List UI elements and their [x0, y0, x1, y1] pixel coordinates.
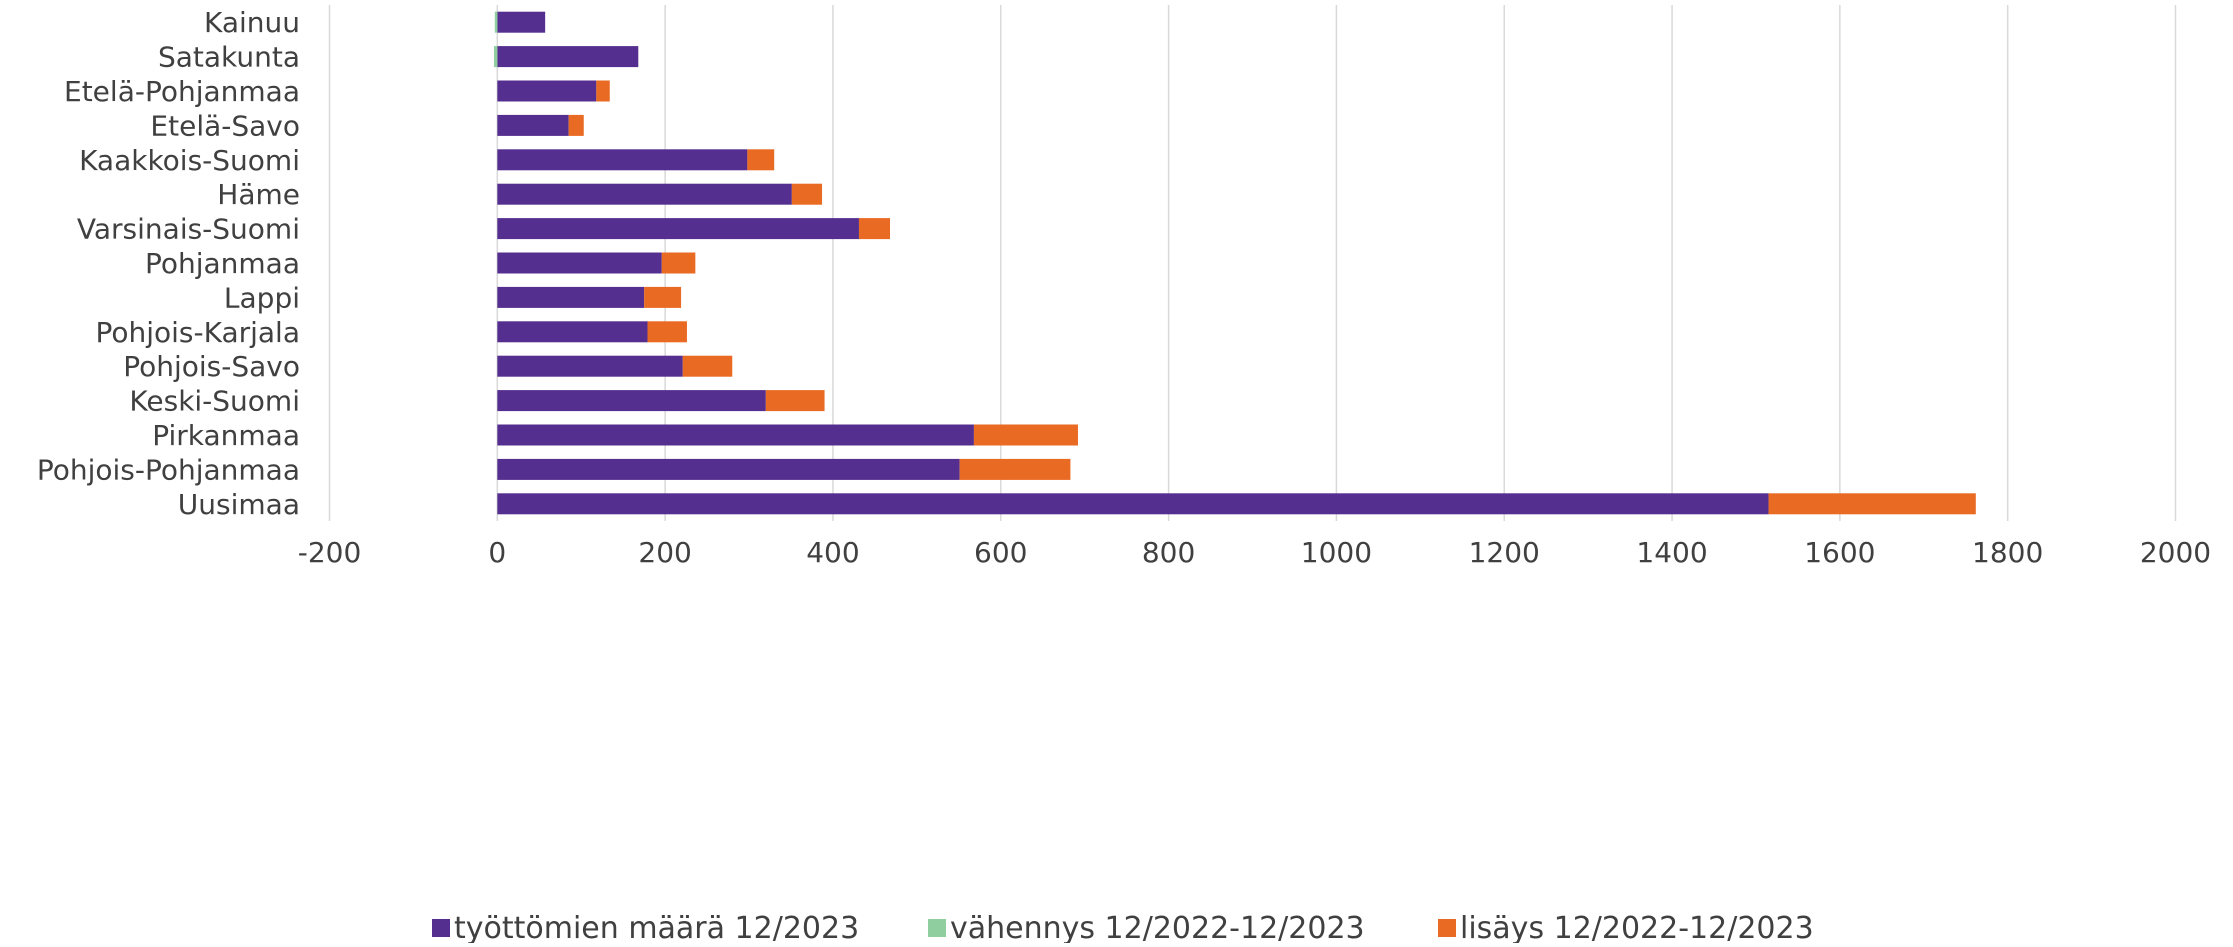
bar-segment — [497, 321, 648, 343]
x-tick-label: 1200 — [1469, 536, 1540, 569]
legend-item: lisäys 12/2022-12/2023 — [1438, 911, 1814, 946]
bar-segment — [497, 493, 1769, 515]
bar-segment — [1768, 493, 1976, 515]
x-tick-label: 0 — [488, 536, 506, 569]
bar-segment — [493, 46, 498, 68]
bar-segment — [497, 80, 597, 102]
x-tick-label: 2000 — [2140, 536, 2211, 569]
category-label: Satakunta — [158, 41, 300, 74]
category-label: Kaakkois-Suomi — [79, 144, 300, 177]
bar-segment — [747, 149, 775, 171]
x-tick-label: 600 — [974, 536, 1027, 569]
legend: työttömien määrä 12/2023 vähennys 12/2022… — [432, 911, 1814, 946]
x-tick-label: 200 — [638, 536, 691, 569]
legend-label: työttömien määrä 12/2023 — [454, 911, 859, 943]
category-label: Häme — [217, 178, 300, 211]
bar-segment — [497, 183, 792, 205]
category-label: Kainuu — [204, 6, 300, 39]
bar-segment — [497, 252, 662, 274]
x-tick-label: 1400 — [1636, 536, 1707, 569]
bar-segment — [497, 458, 960, 480]
bar-segment — [568, 114, 584, 136]
category-labels: KainuuSatakuntaEtelä-PohjanmaaEtelä-Savo… — [37, 6, 300, 521]
category-label: Varsinais-Suomi — [77, 213, 300, 246]
legend-swatch — [928, 919, 946, 937]
legend-swatch — [432, 919, 450, 937]
category-label: Pohjois-Pohjanmaa — [37, 453, 300, 486]
category-label: Etelä-Savo — [150, 109, 300, 142]
category-label: Pohjois-Karjala — [95, 316, 300, 349]
bar-segment — [647, 321, 687, 343]
x-tick-label: 1000 — [1301, 536, 1372, 569]
category-label: Keski-Suomi — [129, 385, 300, 418]
x-tick-label: 800 — [1142, 536, 1195, 569]
legend-label: lisäys 12/2022-12/2023 — [1460, 911, 1814, 943]
category-label: Pohjanmaa — [145, 247, 300, 280]
bar-segment — [497, 46, 639, 68]
x-tick-label: 1800 — [1972, 536, 2043, 569]
bar-segment — [765, 390, 825, 412]
bars — [493, 11, 1976, 515]
bar-segment — [497, 424, 974, 446]
category-label: Pirkanmaa — [152, 419, 300, 452]
x-tick-label: -200 — [298, 536, 362, 569]
legend-item: työttömien määrä 12/2023 — [432, 911, 859, 946]
bar-segment — [682, 355, 733, 377]
bar-segment — [494, 11, 498, 33]
x-tick-label: 1600 — [1804, 536, 1875, 569]
bar-segment — [497, 114, 569, 136]
x-axis-tick-labels: -200 0 200 400 600 800 1000 1200 1400 1600 1800 200… — [298, 536, 2211, 569]
category-label: Etelä-Pohjanmaa — [64, 75, 300, 108]
category-label: Uusimaa — [178, 488, 300, 521]
legend-label: vähennys 12/2022-12/2023 — [950, 911, 1365, 943]
x-tick-label: 400 — [806, 536, 859, 569]
bar-segment — [858, 218, 891, 240]
bar-segment — [497, 390, 766, 412]
bar-segment — [497, 11, 546, 33]
bar-segment — [497, 149, 748, 171]
bar-segment — [661, 252, 696, 274]
bar-segment — [596, 80, 610, 102]
bar-segment — [644, 286, 682, 308]
category-label: Lappi — [224, 281, 300, 314]
legend-swatch — [1438, 919, 1456, 937]
bar-segment — [959, 458, 1071, 480]
bar-segment — [497, 355, 683, 377]
bar-segment — [791, 183, 823, 205]
legend-item: vähennys 12/2022-12/2023 — [928, 911, 1365, 946]
category-label: Pohjois-Savo — [123, 350, 300, 383]
bar-segment — [497, 286, 645, 308]
bar-segment — [497, 218, 859, 240]
bar-segment — [973, 424, 1078, 446]
